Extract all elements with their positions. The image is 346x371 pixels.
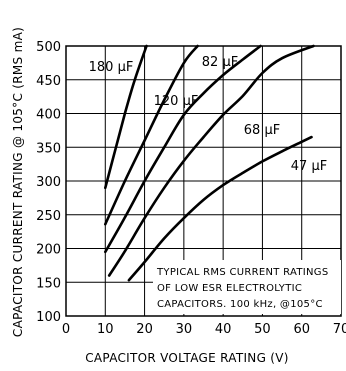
y-tick-label: 300 (36, 175, 61, 190)
annotation-background (153, 260, 341, 314)
x-tick-label: 50 (254, 322, 271, 337)
y-tick-label: 400 (36, 108, 61, 123)
x-tick-labels: 0 10 20 30 40 50 60 70 (62, 322, 346, 337)
x-tick-label: 10 (97, 322, 114, 337)
y-tick-label: 450 (36, 74, 61, 89)
series-labels: 180 µF 120 µF 82 µF 68 µF 47 µF (89, 55, 328, 174)
x-tick-label: 0 (62, 322, 70, 337)
plot-frame (65, 45, 342, 317)
grid (66, 46, 341, 316)
series-line-120uf (104, 44, 199, 226)
x-axis-title: CAPACITOR VOLTAGE RATING (V) (85, 351, 289, 365)
series-line-68uf (107, 44, 315, 277)
series-line-180uf (104, 44, 148, 190)
y-tick-label: 150 (36, 276, 61, 291)
annotation-line-1: TYPICAL RMS CURRENT RATINGS (156, 267, 329, 278)
series-label-120uf: 120 µF (154, 94, 199, 109)
y-tick-label: 500 (36, 40, 61, 55)
x-tick-label: 60 (293, 322, 310, 337)
y-tick-label: 100 (36, 310, 61, 325)
series-line-82uf (104, 44, 262, 254)
x-tick-label: 70 (333, 322, 346, 337)
series-label-47uf: 47 µF (291, 159, 327, 174)
y-tick-label: 200 (36, 243, 61, 258)
series-label-68uf: 68 µF (244, 123, 280, 138)
series-label-82uf: 82 µF (202, 55, 238, 70)
series-group (104, 44, 315, 282)
x-tick-label: 20 (136, 322, 153, 337)
y-tick-label: 250 (36, 209, 61, 224)
x-tick-label: 30 (176, 322, 193, 337)
y-tick-label: 350 (36, 141, 61, 156)
annotation: TYPICAL RMS CURRENT RATINGS OF LOW ESR E… (156, 267, 329, 310)
y-axis-title: CAPACITOR CURRENT RATING @ 105°C (RMS mA… (11, 27, 25, 337)
y-tick-labels: 100 150 200 250 300 350 400 450 500 (36, 40, 61, 325)
annotation-line-3: CAPACITORS. 100 kHz, @105°C (157, 299, 323, 310)
x-tick-label: 40 (215, 322, 232, 337)
series-label-180uf: 180 µF (89, 60, 134, 75)
series-line-47uf (127, 135, 313, 282)
annotation-line-2: OF LOW ESR ELECTROLYTIC (157, 283, 302, 294)
